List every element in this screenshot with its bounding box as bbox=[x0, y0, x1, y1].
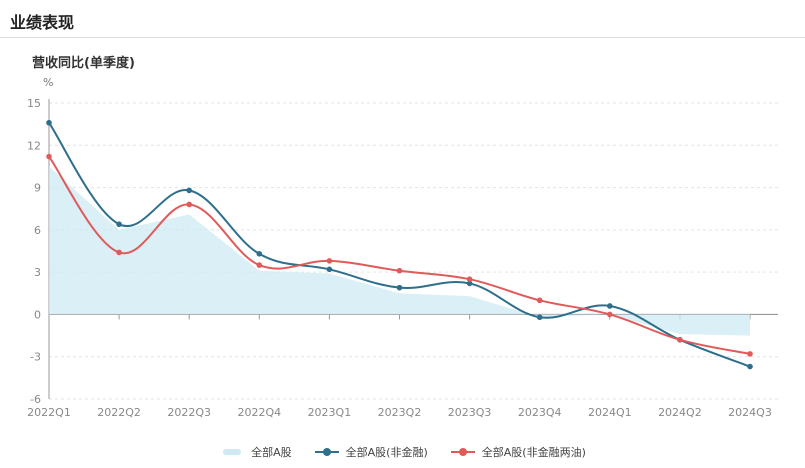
y-tick-label: 0 bbox=[34, 308, 41, 321]
chart-legend: 全部A股 全部A股(非金融) 全部A股(非金融两油) bbox=[0, 443, 805, 461]
chart-title: 营收同比(单季度) bbox=[32, 56, 135, 71]
x-tick-label: 2023Q3 bbox=[448, 406, 492, 419]
legend-item-all-a-shares[interactable]: 全部A股 bbox=[219, 444, 292, 460]
point-non-financial[interactable] bbox=[186, 187, 192, 194]
point-non-financial-ex-oil[interactable] bbox=[607, 311, 613, 318]
legend-area-marker bbox=[219, 446, 245, 458]
x-tick-label: 2022Q3 bbox=[167, 406, 211, 419]
x-tick-label: 2022Q2 bbox=[97, 406, 141, 419]
line-non-financial-ex-oil bbox=[48, 155, 751, 355]
legend-label-all-a-shares: 全部A股 bbox=[251, 446, 292, 459]
y-tick-label: 12 bbox=[27, 139, 41, 152]
point-non-financial[interactable] bbox=[326, 266, 333, 273]
point-non-financial[interactable] bbox=[607, 303, 613, 309]
legend-label-non-financial-ex-oil: 全部A股(非金融两油) bbox=[481, 446, 586, 459]
point-non-financial-ex-oil[interactable] bbox=[116, 249, 122, 256]
y-tick-label: 9 bbox=[34, 182, 41, 195]
legend-line-marker-red bbox=[450, 446, 476, 458]
point-non-financial[interactable] bbox=[536, 314, 543, 321]
point-non-financial-ex-oil[interactable] bbox=[46, 153, 52, 160]
legend-label-non-financial: 全部A股(非金融) bbox=[345, 446, 428, 459]
point-non-financial-ex-oil[interactable] bbox=[747, 351, 753, 357]
legend-line-marker-blue bbox=[314, 446, 340, 458]
x-tick-label: 2023Q2 bbox=[378, 406, 422, 419]
y-axis-unit: % bbox=[43, 76, 53, 89]
point-non-financial[interactable] bbox=[396, 284, 403, 291]
point-non-financial[interactable] bbox=[46, 119, 52, 126]
x-tick-label: 2024Q3 bbox=[728, 406, 772, 419]
x-tick-label: 2024Q1 bbox=[588, 406, 632, 419]
point-non-financial[interactable] bbox=[116, 221, 122, 228]
x-tick-label: 2022Q4 bbox=[237, 406, 281, 419]
line-non-financial bbox=[48, 122, 751, 368]
x-tick-label: 2023Q1 bbox=[308, 406, 352, 419]
x-tick-label: 2022Q1 bbox=[27, 406, 71, 419]
point-non-financial[interactable] bbox=[256, 251, 263, 257]
y-tick-label: 15 bbox=[27, 97, 41, 110]
legend-item-non-financial[interactable]: 全部A股(非金融) bbox=[314, 444, 428, 460]
point-non-financial-ex-oil[interactable] bbox=[677, 337, 683, 343]
y-tick-label: -3 bbox=[30, 351, 41, 364]
y-tick-label: 3 bbox=[34, 266, 41, 279]
y-tick-label: 6 bbox=[34, 224, 41, 237]
area-all-a-shares bbox=[49, 166, 750, 336]
point-non-financial-ex-oil[interactable] bbox=[186, 201, 192, 208]
point-non-financial[interactable] bbox=[466, 280, 473, 287]
x-tick-label: 2023Q4 bbox=[518, 406, 562, 419]
point-non-financial[interactable] bbox=[747, 363, 753, 370]
y-tick-label: -6 bbox=[30, 393, 41, 406]
point-non-financial-ex-oil[interactable] bbox=[256, 262, 263, 268]
x-tick-label: 2024Q2 bbox=[658, 406, 702, 419]
point-non-financial-ex-oil[interactable] bbox=[536, 297, 543, 304]
section-header: 业绩表现 bbox=[0, 0, 805, 38]
legend-item-non-financial-ex-oil[interactable]: 全部A股(非金融两油) bbox=[450, 444, 586, 460]
point-non-financial-ex-oil[interactable] bbox=[466, 276, 473, 282]
point-non-financial-ex-oil[interactable] bbox=[326, 258, 333, 264]
section-title: 业绩表现 bbox=[10, 13, 75, 32]
point-non-financial-ex-oil[interactable] bbox=[396, 267, 403, 274]
